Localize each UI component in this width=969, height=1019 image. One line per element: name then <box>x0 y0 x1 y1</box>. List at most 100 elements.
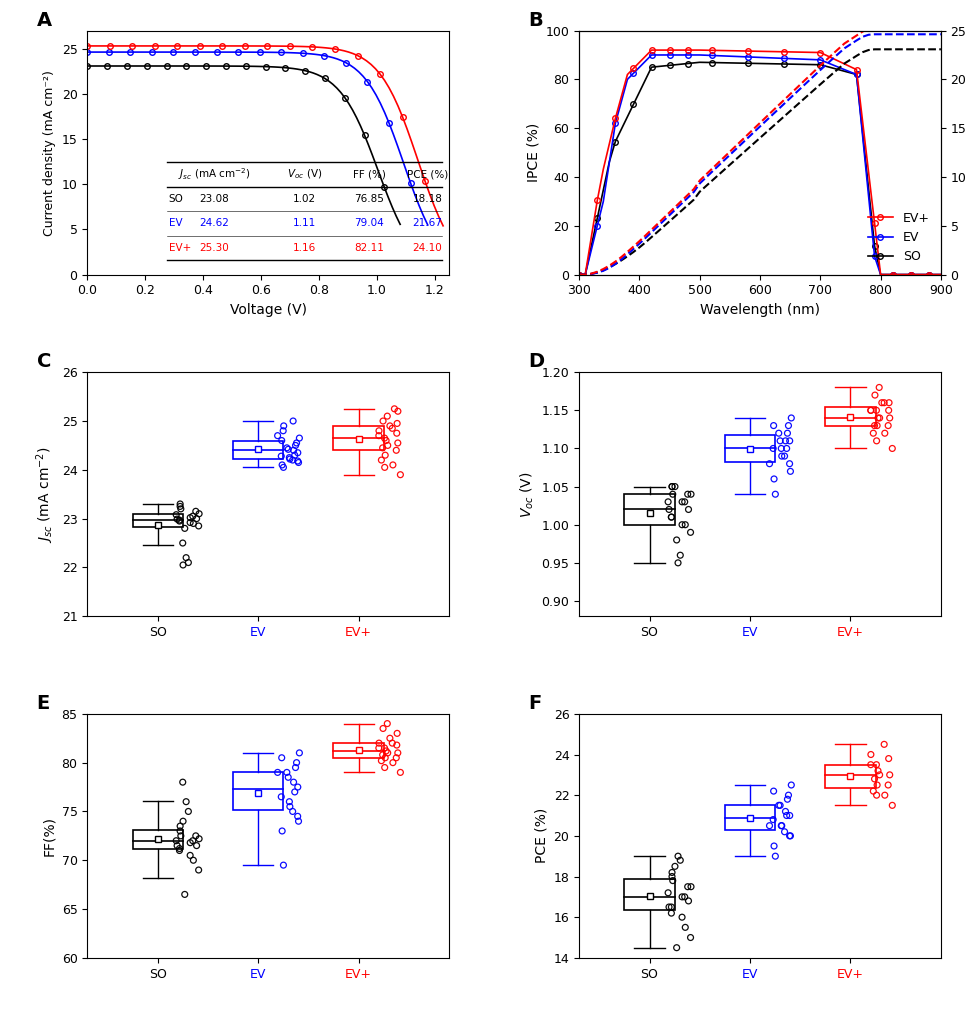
Y-axis label: $J_{sc}$ (mA cm$^{-2}$): $J_{sc}$ (mA cm$^{-2}$) <box>35 446 56 542</box>
Point <box>269 764 285 781</box>
Bar <box>825 407 875 426</box>
Point <box>185 508 201 525</box>
Point <box>378 743 393 759</box>
Point <box>182 847 198 863</box>
Point <box>866 387 882 404</box>
Text: EV: EV <box>169 218 182 228</box>
Point <box>871 410 887 426</box>
Point <box>285 413 300 429</box>
X-axis label: Voltage (V): Voltage (V) <box>230 303 306 317</box>
Text: E: E <box>37 694 49 713</box>
Point <box>876 425 891 441</box>
Point <box>673 517 689 533</box>
Point <box>371 740 387 756</box>
Point <box>385 754 400 770</box>
Point <box>290 444 305 461</box>
Point <box>663 905 678 921</box>
Point <box>290 452 305 469</box>
Point <box>873 394 889 411</box>
Point <box>275 418 291 434</box>
Point <box>292 430 307 446</box>
Point <box>286 774 301 791</box>
Text: 24.10: 24.10 <box>412 243 442 253</box>
Point <box>172 827 188 844</box>
Point <box>185 833 201 849</box>
Bar <box>233 772 283 810</box>
Point <box>188 503 203 520</box>
Point <box>663 508 678 525</box>
Point <box>676 493 692 510</box>
Point <box>669 532 684 548</box>
Point <box>664 479 679 495</box>
Point <box>189 511 204 527</box>
Text: 82.11: 82.11 <box>354 243 384 253</box>
Point <box>676 889 692 905</box>
Point <box>376 430 391 446</box>
Point <box>377 460 392 476</box>
Point <box>876 736 891 752</box>
Point <box>664 868 679 884</box>
Point <box>174 535 190 551</box>
Point <box>390 435 405 451</box>
Point <box>169 506 184 523</box>
Point <box>766 783 781 799</box>
Point <box>172 822 188 839</box>
Point <box>679 486 695 502</box>
Point <box>281 449 297 466</box>
Point <box>868 403 884 419</box>
Point <box>776 823 792 840</box>
Point <box>180 554 196 571</box>
Text: 1.16: 1.16 <box>293 243 316 253</box>
Point <box>182 515 198 531</box>
Point <box>175 813 191 829</box>
Point <box>761 455 776 472</box>
Point <box>269 428 285 444</box>
Point <box>389 442 404 459</box>
Point <box>172 841 187 857</box>
Point <box>770 797 786 813</box>
Y-axis label: PCE (%): PCE (%) <box>534 808 547 863</box>
Point <box>884 440 899 457</box>
Point <box>288 437 303 453</box>
Text: $V_{oc}$ (V): $V_{oc}$ (V) <box>286 168 322 181</box>
Point <box>182 835 198 851</box>
Point <box>876 787 891 803</box>
Point <box>275 423 291 439</box>
Point <box>387 400 402 417</box>
Point <box>868 418 884 434</box>
X-axis label: Wavelength (nm): Wavelength (nm) <box>700 303 819 317</box>
Point <box>389 750 404 766</box>
Point <box>172 496 188 513</box>
Bar <box>724 435 774 462</box>
Point <box>667 858 682 874</box>
Bar <box>133 515 182 527</box>
Point <box>766 471 781 487</box>
Point <box>380 437 395 453</box>
Y-axis label: $V_{oc}$ (V): $V_{oc}$ (V) <box>518 471 536 518</box>
Point <box>862 756 878 772</box>
Point <box>273 448 289 465</box>
Point <box>273 750 289 766</box>
Bar <box>825 764 875 788</box>
Point <box>290 779 305 795</box>
Point <box>287 784 302 800</box>
Point <box>673 493 689 510</box>
Point <box>282 451 297 468</box>
Point <box>172 818 188 835</box>
Text: 24.62: 24.62 <box>199 218 229 228</box>
Point <box>864 425 880 441</box>
Point <box>782 464 797 480</box>
Point <box>191 862 206 878</box>
Point <box>672 547 687 564</box>
Bar <box>233 440 283 460</box>
Text: F: F <box>528 694 542 713</box>
Point <box>275 857 291 873</box>
Text: SO: SO <box>169 194 183 204</box>
Point <box>379 715 394 732</box>
Point <box>871 766 887 783</box>
Point <box>291 813 306 829</box>
Point <box>380 745 395 761</box>
Point <box>682 486 698 502</box>
Point <box>868 433 884 449</box>
Point <box>665 486 680 502</box>
